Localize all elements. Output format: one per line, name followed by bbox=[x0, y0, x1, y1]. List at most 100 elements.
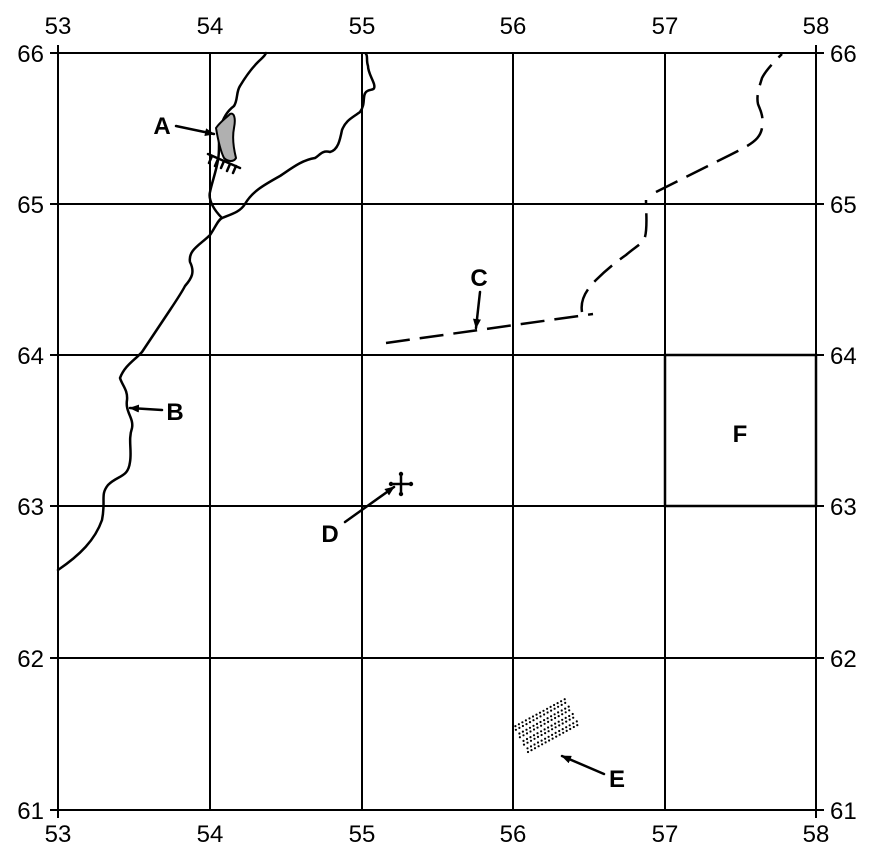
dot bbox=[558, 729, 561, 733]
bottom-tick-labels: 53 54 55 56 57 58 bbox=[45, 821, 830, 848]
dot bbox=[533, 747, 537, 750]
dot bbox=[554, 722, 557, 725]
dot bbox=[530, 749, 533, 752]
left-tick-label: 61 bbox=[17, 798, 44, 825]
dot bbox=[547, 726, 550, 729]
top-tick-label: 53 bbox=[45, 13, 72, 40]
dot bbox=[532, 724, 535, 727]
dot bbox=[550, 715, 553, 718]
bottom-tick-label: 54 bbox=[197, 821, 224, 848]
left-tick-label: 65 bbox=[17, 192, 44, 219]
dot bbox=[536, 726, 539, 729]
hatch-mark bbox=[219, 159, 226, 170]
dot bbox=[558, 733, 561, 736]
dot bbox=[526, 750, 530, 754]
dot bbox=[525, 728, 528, 731]
dot bbox=[526, 747, 529, 750]
dot bbox=[547, 730, 550, 733]
dot bbox=[547, 735, 550, 738]
dot bbox=[550, 709, 553, 712]
dot bbox=[572, 716, 575, 719]
dot bbox=[560, 703, 563, 707]
dot bbox=[543, 719, 546, 722]
dot bbox=[551, 737, 554, 740]
dot bbox=[531, 715, 535, 718]
label-b: B bbox=[166, 399, 183, 426]
dot bbox=[544, 737, 547, 740]
dot bbox=[546, 717, 549, 720]
dot bbox=[535, 722, 539, 726]
dot bbox=[551, 728, 554, 731]
dot bbox=[564, 701, 567, 705]
dot bbox=[537, 745, 540, 748]
feature-f-box bbox=[663, 353, 818, 508]
bottom-tick-label: 53 bbox=[45, 821, 72, 848]
dot bbox=[522, 743, 526, 746]
dot bbox=[533, 743, 536, 746]
dot bbox=[569, 727, 572, 731]
dot bbox=[539, 715, 542, 718]
label-a: A bbox=[153, 113, 170, 140]
dot bbox=[518, 736, 522, 739]
left-tick-label: 63 bbox=[17, 494, 44, 521]
dot bbox=[524, 719, 528, 722]
dot bbox=[398, 491, 404, 497]
dot bbox=[554, 716, 557, 720]
arrow-b bbox=[128, 404, 164, 413]
label-c: C bbox=[470, 265, 487, 292]
label-e: E bbox=[609, 766, 625, 793]
dot bbox=[529, 745, 533, 748]
dashed-boundary-c bbox=[385, 53, 783, 345]
dot bbox=[525, 732, 529, 735]
dot bbox=[544, 732, 547, 735]
dot bbox=[561, 718, 564, 721]
dot bbox=[564, 716, 567, 720]
dot bbox=[529, 730, 532, 733]
coastline-b bbox=[56, 52, 376, 572]
dot bbox=[408, 481, 414, 487]
dot bbox=[525, 723, 528, 726]
feature-a-lake bbox=[206, 112, 242, 175]
dot bbox=[540, 724, 543, 727]
left-tick-label: 66 bbox=[17, 41, 44, 68]
hatch-mark bbox=[207, 154, 214, 165]
dot bbox=[532, 719, 535, 722]
right-tick-labels: 66 65 64 63 62 61 bbox=[830, 41, 857, 825]
dot bbox=[546, 711, 549, 714]
dot bbox=[535, 717, 539, 720]
top-tick-label: 56 bbox=[500, 13, 527, 40]
dot bbox=[563, 698, 566, 701]
dot bbox=[568, 714, 571, 718]
hatch-mark bbox=[213, 157, 220, 168]
right-tick-label: 64 bbox=[830, 343, 857, 370]
right-tick-label: 66 bbox=[830, 41, 857, 68]
arrow-e bbox=[560, 754, 606, 776]
dot bbox=[543, 713, 546, 716]
left-tick-label: 62 bbox=[17, 646, 44, 673]
right-tick-label: 65 bbox=[830, 192, 857, 219]
arrow-d bbox=[343, 485, 396, 524]
dot bbox=[572, 722, 575, 725]
left-tick-labels: 66 65 64 63 62 61 bbox=[17, 41, 44, 825]
bottom-tick-label: 56 bbox=[500, 821, 527, 848]
dot bbox=[546, 707, 549, 710]
dot bbox=[561, 728, 564, 731]
dot bbox=[568, 709, 571, 712]
dot bbox=[553, 713, 556, 716]
dot bbox=[561, 722, 564, 725]
dot bbox=[517, 723, 521, 726]
dot bbox=[518, 732, 521, 735]
dot bbox=[560, 709, 563, 712]
dot bbox=[542, 709, 545, 712]
dot bbox=[514, 725, 517, 728]
top-tick-label: 55 bbox=[349, 13, 376, 40]
dot bbox=[555, 735, 558, 738]
dot bbox=[544, 741, 547, 744]
dot bbox=[557, 715, 560, 718]
dot bbox=[529, 736, 532, 739]
dot bbox=[554, 731, 557, 735]
dot bbox=[547, 720, 550, 724]
dot bbox=[564, 707, 567, 710]
dot bbox=[551, 733, 554, 737]
